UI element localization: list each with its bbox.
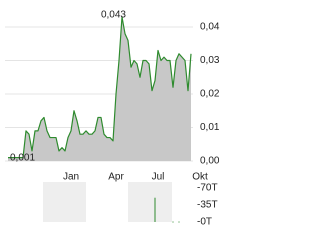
chart: 0,00 0,01 0,02 0,03 0,04 Jan Apr Jul Okt 0,001 0,0… [5,10,220,228]
y-tick-label: -35T [197,200,218,211]
x-tick-label: Okt [192,172,208,183]
y-tick-label: 0,00 [200,156,220,167]
volume-band [43,182,86,222]
volume-band [128,182,172,222]
page: 0,00 0,01 0,02 0,03 0,04 Jan Apr Jul Okt 0,001 0,0… [5,9,220,228]
value-label: 0,001 [10,152,35,163]
y-tick-label: 0,03 [200,55,220,66]
y-tick-label: 0,04 [200,22,220,33]
y-tick-label: 0,01 [200,122,220,133]
volume-bar [154,197,156,222]
y-tick-label: -0T [197,217,212,228]
price-area [8,16,191,162]
x-tick-label: Jul [152,172,165,183]
x-tick-label: Apr [108,172,124,183]
price-line [8,16,192,159]
volume-bar [172,221,174,223]
y-tick-label: -70T [197,183,218,194]
y-tick-label: 0,02 [200,89,220,100]
volume-bar [178,221,180,223]
x-tick-label: Jan [63,172,79,183]
value-label: 0,043 [101,10,126,21]
